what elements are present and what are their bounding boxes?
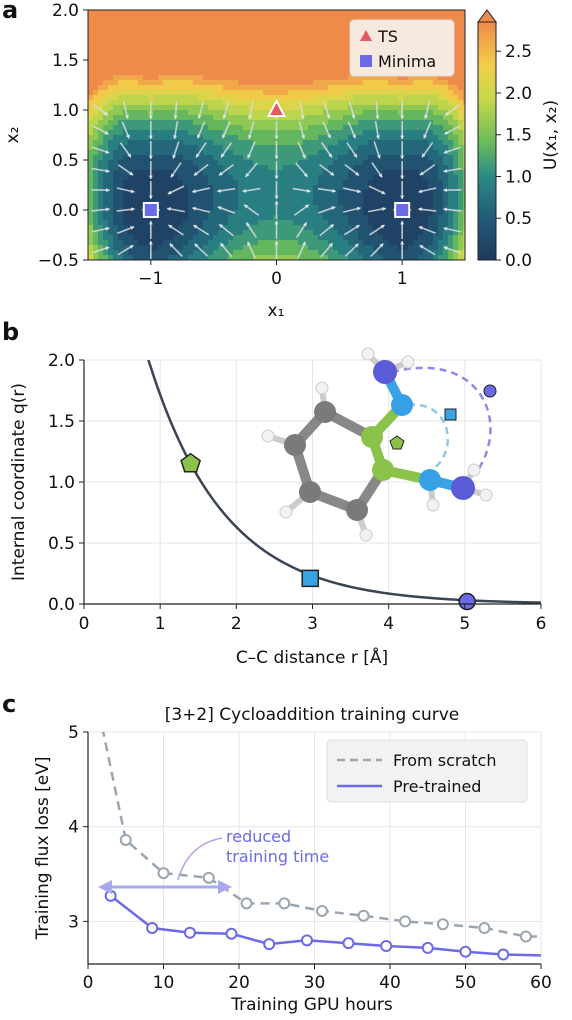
panel-a-ytick: 0.0 xyxy=(52,201,79,221)
legend-minima-label: Minima xyxy=(378,52,436,71)
colorbar-tick: 0.0 xyxy=(505,251,532,271)
panel-b-ytick: 0.0 xyxy=(48,595,75,615)
panel-c-xtick: 40 xyxy=(379,973,401,993)
point-pentagon xyxy=(180,452,202,473)
annotation-line1: reduced xyxy=(226,827,291,846)
colorbar: 0.0 0.5 1.0 1.5 2.0 2.5 U(x₁, x₂) xyxy=(477,9,561,271)
series-point-0 xyxy=(202,871,215,884)
panel-b-xtick: 4 xyxy=(383,614,394,634)
panel-a-legend: TS Minima xyxy=(349,19,455,77)
minima-legend-icon xyxy=(360,55,372,67)
series-point-0 xyxy=(278,897,291,910)
minimum-marker-2 xyxy=(394,202,411,218)
panel-b-ytick: 1.0 xyxy=(48,473,75,493)
colorbar-label: U(x₁, x₂) xyxy=(541,100,561,170)
point-circle xyxy=(458,592,476,611)
molecule-illustration xyxy=(261,347,497,542)
panel-a-ytick: 2.0 xyxy=(52,1,79,21)
panel-b-xlabel: C–C distance r [Å] xyxy=(236,646,388,668)
minimum-marker-1 xyxy=(142,202,159,218)
series-point-0 xyxy=(519,930,532,943)
series-point-1 xyxy=(497,948,510,961)
panel-b-ytick: 1.5 xyxy=(48,412,75,432)
series-point-1 xyxy=(146,922,159,935)
flow-streamlines xyxy=(91,100,462,260)
series-point-1 xyxy=(225,927,238,940)
panel-c-ytick: 4 xyxy=(68,818,79,838)
point-square xyxy=(301,569,319,588)
series-point-0 xyxy=(436,918,449,931)
series-point-1 xyxy=(380,940,393,953)
panel-b-ylabel: Internal coordinate q(r) xyxy=(9,383,29,581)
series-point-0 xyxy=(240,897,253,910)
colorbar-tick: 0.5 xyxy=(505,209,532,229)
panel-c-ticks: 0 10 20 30 40 50 60 3 4 5 xyxy=(68,723,552,993)
panel-a-ticks: −1 0 1 −0.5 0.0 0.5 1.0 1.5 2.0 xyxy=(38,1,408,289)
legend-ts-label: TS xyxy=(377,27,398,46)
series-point-1 xyxy=(183,926,196,939)
series-point-0 xyxy=(399,915,412,928)
panel-b-ytick: 2.0 xyxy=(48,351,75,371)
panel-c-ytick: 3 xyxy=(68,912,79,932)
colorbar-tick: 1.5 xyxy=(505,126,532,146)
panel-c-xtick: 30 xyxy=(304,973,326,993)
series-point-1 xyxy=(342,937,355,950)
panel-c-xtick: 0 xyxy=(83,973,94,993)
panel-a-ytick: 1.5 xyxy=(52,51,79,71)
legend-scratch-label: From scratch xyxy=(393,751,496,770)
panel-c-xtick: 50 xyxy=(455,973,477,993)
colorbar-tick: 2.5 xyxy=(505,42,532,62)
series-point-1 xyxy=(459,945,472,958)
panel-c-xtick: 20 xyxy=(228,973,250,993)
panel-b-xtick: 2 xyxy=(231,614,242,634)
legend-pretrained-label: Pre-trained xyxy=(393,777,481,796)
colorbar-tick: 1.0 xyxy=(505,167,532,187)
panel-a-ytick: 1.0 xyxy=(52,101,79,121)
panel-b-xtick: 3 xyxy=(307,614,318,634)
series-point-0 xyxy=(316,904,329,917)
panel-b-ticks: 0 1 2 3 4 5 6 0.0 0.5 1.0 1.5 2.0 xyxy=(48,351,546,634)
panel-c-xlabel: Training GPU hours xyxy=(230,995,393,1015)
panel-c-ylabel: Training flux loss [eV] xyxy=(33,756,53,940)
panel-a-xtick: −1 xyxy=(138,269,163,289)
panel-a-ylabel: x₂ xyxy=(3,127,23,144)
panel-c-xtick: 60 xyxy=(530,973,552,993)
panel-b-xtick: 5 xyxy=(459,614,470,634)
potential-heatmap xyxy=(88,10,465,260)
series-point-0 xyxy=(478,922,491,935)
series-line-1 xyxy=(109,894,541,957)
panel-a-xlabel: x₁ xyxy=(268,301,285,321)
series-point-0 xyxy=(157,867,170,880)
panel-b-points xyxy=(180,452,476,611)
panel-c-xtick: 10 xyxy=(153,973,175,993)
panel-a-xtick: 1 xyxy=(397,269,408,289)
panel-b-xtick: 6 xyxy=(536,614,547,634)
panel-a-ytick: 0.5 xyxy=(52,151,79,171)
series-point-0 xyxy=(357,909,370,922)
panel-c-title: [3+2] Cycloaddition training curve xyxy=(165,705,460,725)
panel-b-xtick: 1 xyxy=(155,614,166,634)
panel-b-ytick: 0.5 xyxy=(48,534,75,554)
panel-a-xtick: 0 xyxy=(271,269,282,289)
panel-c-ytick: 5 xyxy=(68,723,79,743)
annotation-line2: training time xyxy=(226,847,329,866)
panel-b-xtick: 0 xyxy=(79,614,90,634)
panel-a-markers xyxy=(142,98,411,218)
panel-letter-b: b xyxy=(2,318,19,346)
ts-legend-icon xyxy=(360,30,372,41)
ts-marker xyxy=(266,98,287,117)
panel-letter-a: a xyxy=(2,0,18,24)
panel-a-ytick: −0.5 xyxy=(38,251,79,271)
colorbar-tick: 2.0 xyxy=(505,84,532,104)
series-point-1 xyxy=(300,934,313,947)
series-point-1 xyxy=(263,938,276,951)
panel-c-legend: From scratch Pre-trained xyxy=(326,739,528,803)
panel-letter-c: c xyxy=(2,690,16,718)
series-point-0 xyxy=(119,833,132,846)
reduced-training-annotation: reduced training time xyxy=(98,827,329,894)
series-point-1 xyxy=(421,941,434,954)
